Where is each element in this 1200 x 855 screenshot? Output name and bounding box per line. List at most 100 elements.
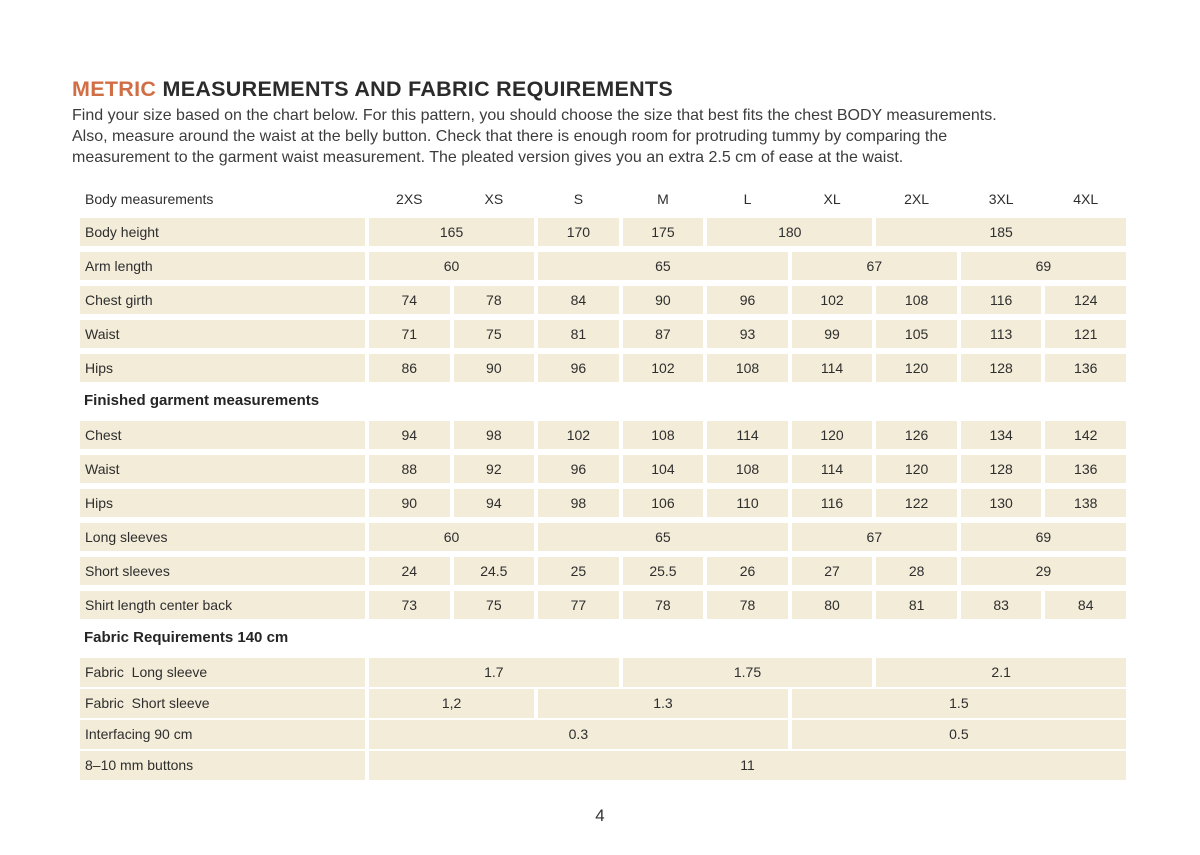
measurement-cell: 180 [707,218,873,246]
size-column-header: S [573,191,584,207]
measurement-cell: 185 [876,218,1126,246]
measurement-cell: 78 [453,286,535,314]
measurement-cell: 94 [453,489,535,517]
measurement-cell: 102 [622,354,704,382]
measurement-cell: 78 [707,591,788,619]
table-row: Interfacing 90 cm 0.3 0.5 [80,720,1126,749]
row-label: Waist [80,320,365,348]
measurement-cell: 28 [876,557,957,585]
measurement-cell: 90 [622,286,704,314]
size-column-header: 2XS [396,191,423,207]
row-label: Fabric Short sleeve [80,689,365,718]
measurement-cell: 90 [369,489,450,517]
table-header-row: Body measurements 2XS XS S M L XL 2XL 3XL 4XL [80,188,1126,210]
measurement-cell: 60 [369,252,535,280]
measurement-cell: 120 [876,455,957,483]
size-column-header: 4XL [1073,191,1099,207]
measurement-cell: 87 [622,320,704,348]
measurement-cell: 27 [791,557,873,585]
measurement-cell: 83 [960,591,1042,619]
table-row: Hips 90 94 98 106 110 116 122 130 138 [80,489,1126,517]
table-row: Waist 88 92 96 104 108 114 120 128 136 [80,455,1126,483]
measurement-cell: 108 [707,354,788,382]
measurement-cell: 96 [538,354,619,382]
row-label: Hips [80,489,365,517]
table-row: Waist 71 75 81 87 93 99 105 113 121 [80,320,1126,348]
intro-paragraph: Find your size based on the chart below.… [72,105,1200,168]
table-row: 8–10 mm buttons 11 [80,751,1126,780]
measurement-cell: 67 [791,523,957,551]
measurement-cell: 102 [791,286,873,314]
row-label: Waist [80,455,365,483]
size-column-header: 2XL [904,191,930,207]
measurement-cell: 134 [960,421,1042,449]
measurement-cell: 114 [791,455,873,483]
measurement-cell: 75 [453,320,535,348]
measurement-cell: 106 [622,489,704,517]
page-number: 4 [595,806,605,825]
measurement-cell: 1.5 [791,689,1126,718]
measurement-cell: 71 [369,320,450,348]
measurement-cell: 26 [707,557,788,585]
table-row: Short sleeves 24 24.5 25 25.5 26 27 28 29 [80,557,1126,585]
row-label: Shirt length center back [80,591,365,619]
measurement-cell: 122 [876,489,957,517]
measurement-cell: 138 [1045,489,1126,517]
measurement-cell: 114 [791,354,873,382]
measurement-cell: 75 [453,591,535,619]
measurement-cell: 105 [876,320,957,348]
measurement-cell: 99 [791,320,873,348]
size-column-header: M [657,191,669,207]
row-label: Chest girth [80,286,365,314]
measurement-cell: 69 [960,252,1126,280]
measurement-cell: 0.5 [791,720,1126,749]
table-row: Shirt length center back 73 75 77 78 78 80 81 83… [80,591,1126,619]
measurement-cell: 11 [369,751,1126,780]
measurement-cell: 104 [622,455,704,483]
measurement-cell: 128 [960,354,1042,382]
measurement-cell: 128 [960,455,1042,483]
measurement-cell: 108 [622,421,704,449]
intro-line: Also, measure around the waist at the be… [72,128,948,145]
measurement-cell: 93 [707,320,788,348]
measurement-cell: 142 [1045,421,1126,449]
measurement-cell: 116 [960,286,1042,314]
section-header: Fabric Requirements 140 cm [84,629,289,646]
row-label: Body height [80,218,365,246]
table-row: Chest 94 98 102 108 114 120 126 134 142 [80,421,1126,449]
measurement-cell: 165 [369,218,535,246]
measurement-cell: 102 [538,421,619,449]
intro-line: measurement to the garment waist measure… [72,149,904,166]
measurement-cell: 81 [538,320,619,348]
measurement-cell: 25.5 [622,557,704,585]
measurement-cell: 136 [1045,354,1126,382]
measurement-cell: 96 [538,455,619,483]
table-row: Fabric Long sleeve 1.7 1.75 2.1 [80,658,1126,687]
measurement-cell: 88 [369,455,450,483]
measurement-cell: 126 [876,421,957,449]
table-row: Hips 86 90 96 102 108 114 120 128 136 [80,354,1126,382]
measurement-cell: 121 [1045,320,1126,348]
measurement-cell: 67 [791,252,957,280]
row-label: Hips [80,354,365,382]
table-row: Long sleeves 60 65 67 69 [80,523,1126,551]
measurement-cell: 90 [453,354,535,382]
row-label: Fabric Long sleeve [80,658,365,687]
page-title-accent: METRIC [72,77,157,101]
measurement-cell: 24.5 [453,557,535,585]
measurement-cell: 98 [453,421,535,449]
measurement-cell: 84 [1045,591,1126,619]
table-row: Chest girth 74 78 84 90 96 102 108 116 124 [80,286,1126,314]
measurement-cell: 96 [707,286,788,314]
measurement-cell: 60 [369,523,535,551]
measurement-cell: 73 [369,591,450,619]
measurement-cell: 92 [453,455,535,483]
measurement-cell: 124 [1045,286,1126,314]
measurement-cell: 2.1 [876,658,1126,687]
measurement-cell: 25 [538,557,619,585]
measurement-cell: 94 [369,421,450,449]
size-chart-table: Body measurements 2XS XS S M L XL 2XL 3XL 4XL Body… [80,188,1126,780]
measurement-cell: 1.75 [622,658,873,687]
measurement-cell: 1.7 [369,658,619,687]
measurement-cell: 84 [538,286,619,314]
